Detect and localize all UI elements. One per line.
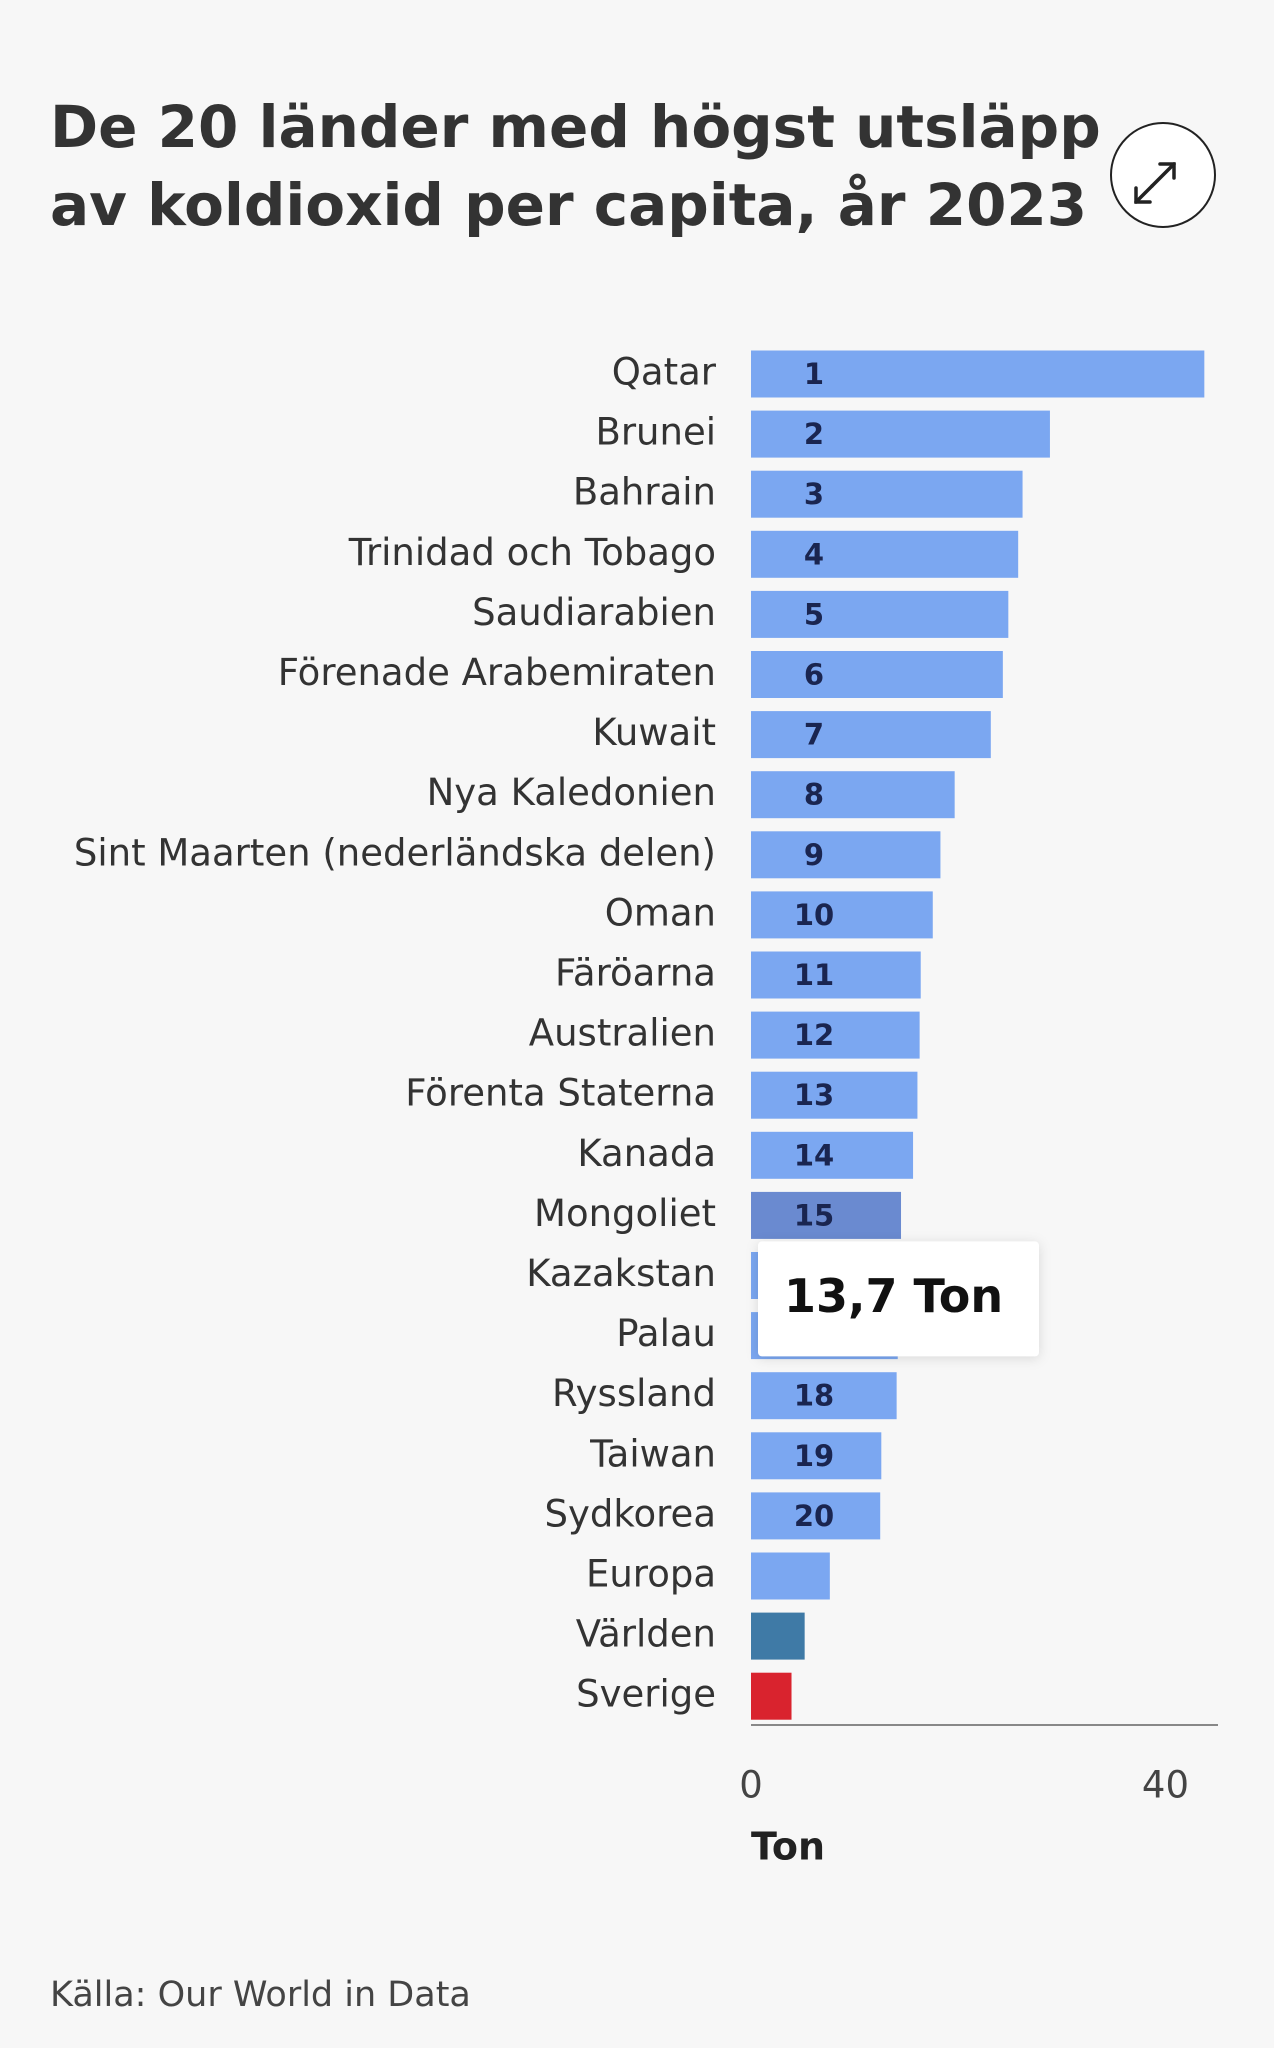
bar <box>751 651 1003 698</box>
y-tick-label: Oman <box>605 891 716 934</box>
bar <box>751 951 921 999</box>
y-tick-label: Färöarna <box>555 952 716 995</box>
tooltip <box>758 1241 1039 1357</box>
expand-icon <box>1134 162 1176 204</box>
y-tick-label: Kanada <box>577 1132 716 1175</box>
y-tick-label: Palau <box>616 1312 716 1355</box>
y-tick-label: Qatar <box>612 351 717 394</box>
y-tick-label: Sydkorea <box>545 1492 716 1535</box>
rank-label: 13 <box>794 1078 834 1112</box>
rank-label: 19 <box>794 1439 834 1473</box>
y-tick-label: Ryssland <box>552 1372 716 1415</box>
rank-label: 5 <box>804 597 824 631</box>
rank-label: 4 <box>804 537 824 571</box>
y-tick-label: Förenta Staterna <box>405 1072 716 1115</box>
bar <box>751 1372 897 1420</box>
y-tick-label: Brunei <box>595 411 716 454</box>
y-tick-label: Nya Kaledonien <box>427 771 716 814</box>
rank-label: 1 <box>804 357 824 391</box>
rank-label: 7 <box>804 718 824 752</box>
expand-button[interactable] <box>1110 122 1216 228</box>
y-tick-label: Europa <box>586 1553 716 1596</box>
x-tick-label: 0 <box>739 1764 763 1807</box>
bar <box>751 1492 881 1540</box>
rank-label: 15 <box>794 1198 834 1232</box>
bar <box>751 470 1023 518</box>
rank-label: 12 <box>794 1018 834 1052</box>
bar <box>751 350 1205 398</box>
bar <box>751 1191 902 1239</box>
x-axis-label: Ton <box>751 1825 825 1869</box>
y-tick-label: Trinidad och Tobago <box>348 531 716 574</box>
bar <box>751 711 991 759</box>
chart: Qatar 1 Brunei 2 Bahrain 3 Trinidad och Tobago… <box>74 350 1218 1869</box>
y-tick-label: Förenade Arabemiraten <box>278 651 716 694</box>
tooltip-label: 13,7 Ton <box>784 1269 1003 1323</box>
bar <box>751 1011 920 1059</box>
rank-label: 9 <box>804 838 824 872</box>
bar <box>751 410 1050 458</box>
y-tick-label: Sverige <box>576 1673 716 1716</box>
rank-label: 6 <box>804 658 824 692</box>
rank-label: 2 <box>804 417 824 451</box>
y-tick-label: Kazakstan <box>526 1252 716 1295</box>
bar <box>751 1612 805 1660</box>
rank-label: 8 <box>804 778 824 812</box>
rank-label: 3 <box>804 477 824 511</box>
bar <box>751 530 1019 578</box>
y-tick-label: Bahrain <box>573 471 716 514</box>
y-tick-label: Australien <box>529 1012 716 1055</box>
y-tick-label: Taiwan <box>589 1432 716 1475</box>
y-tick-label: Sint Maarten (nederländska delen) <box>74 831 716 874</box>
rank-label: 10 <box>794 898 834 932</box>
bar <box>751 771 955 819</box>
bar <box>751 590 1009 638</box>
bar <box>751 1131 914 1179</box>
bar <box>751 831 941 879</box>
y-tick-label: Saudiarabien <box>472 591 716 634</box>
rank-label: 20 <box>794 1499 834 1533</box>
rank-label: 14 <box>794 1138 834 1172</box>
bar <box>751 1432 882 1480</box>
rank-label: 18 <box>794 1379 834 1413</box>
y-tick-label: Mongoliet <box>534 1192 716 1235</box>
rank-label: 11 <box>794 958 834 992</box>
bar <box>751 891 933 939</box>
y-tick-label: Världen <box>576 1613 716 1656</box>
bar <box>751 1071 918 1119</box>
x-tick-label: 40 <box>1142 1764 1189 1807</box>
y-tick-label: Kuwait <box>592 711 716 754</box>
chart-title: De 20 länder med högst utsläpp av koldio… <box>50 93 1101 239</box>
bar <box>751 1552 830 1600</box>
source: Källa: Our World in Data <box>50 1975 471 2015</box>
bar <box>751 1672 792 1720</box>
